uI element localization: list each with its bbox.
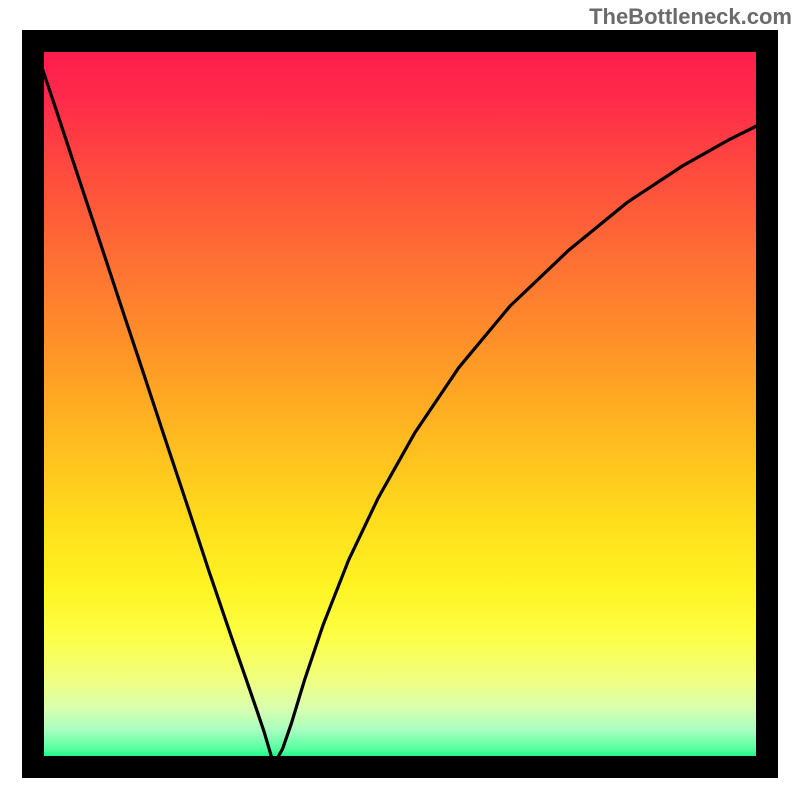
watermark-label: TheBottleneck.com xyxy=(589,4,792,30)
chart-container: TheBottleneck.com xyxy=(0,0,800,800)
bottleneck-curve-chart xyxy=(0,0,800,800)
plot-background xyxy=(33,41,767,767)
